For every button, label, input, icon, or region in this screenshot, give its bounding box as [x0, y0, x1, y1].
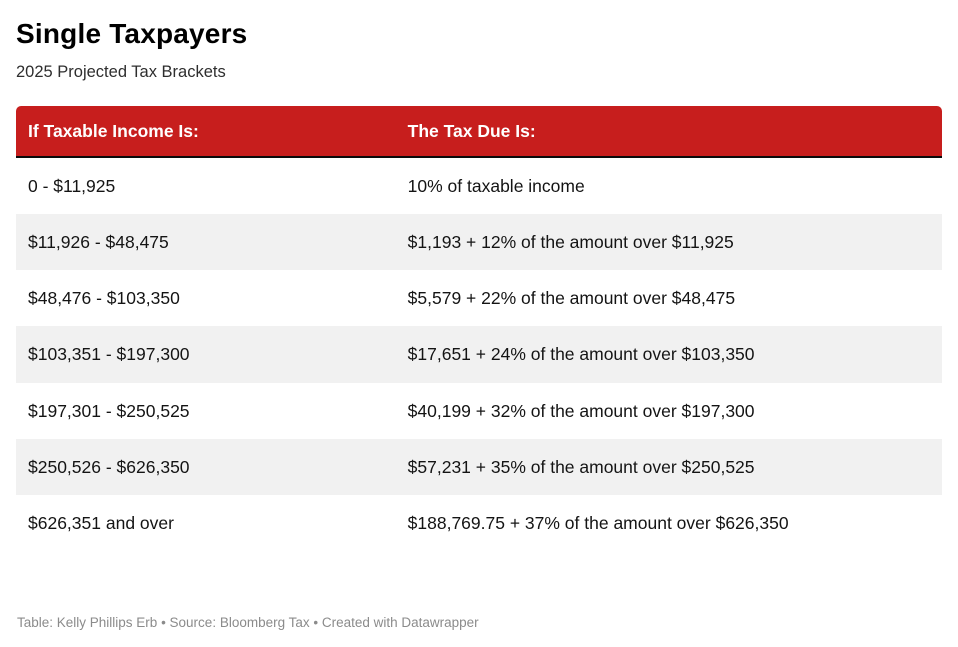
table-row: $103,351 - $197,300 $17,651 + 24% of the … [16, 326, 942, 383]
tax-brackets-table: If Taxable Income Is: The Tax Due Is: 0 … [16, 106, 942, 551]
income-range-cell: $626,351 and over [16, 494, 396, 551]
table-header-row: If Taxable Income Is: The Tax Due Is: [16, 106, 942, 158]
income-range-cell: $197,301 - $250,525 [16, 382, 396, 439]
tax-due-cell: $40,199 + 32% of the amount over $197,30… [395, 382, 942, 439]
table-row: $626,351 and over $188,769.75 + 37% of th… [16, 494, 942, 551]
table-row: $250,526 - $626,350 $57,231 + 35% of the … [16, 438, 942, 495]
column-header-tax-due: The Tax Due Is: [395, 106, 942, 158]
table-row: $11,926 - $48,475 $1,193 + 12% of the amo… [16, 214, 942, 271]
table-row: 0 - $11,925 10% of taxable income [16, 158, 942, 215]
column-header-taxable-income: If Taxable Income Is: [16, 106, 396, 158]
table-row: $197,301 - $250,525 $40,199 + 32% of the … [16, 382, 942, 439]
table-body: 0 - $11,925 10% of taxable income $11,926 … [16, 158, 942, 551]
table-row: $48,476 - $103,350 $5,579 + 22% of the am… [16, 270, 942, 327]
income-range-cell: $11,926 - $48,475 [16, 214, 396, 271]
tax-due-cell: $1,193 + 12% of the amount over $11,925 [395, 214, 942, 271]
tax-due-cell: $188,769.75 + 37% of the amount over $62… [395, 494, 942, 551]
attribution-text: Table: Kelly Phillips Erb • Source: Bloo… [17, 615, 479, 630]
income-range-cell: $103,351 - $197,300 [16, 326, 396, 383]
tax-due-cell: $5,579 + 22% of the amount over $48,475 [395, 270, 942, 327]
page-title: Single Taxpayers [16, 18, 248, 49]
income-range-cell: $250,526 - $626,350 [16, 438, 396, 495]
income-range-cell: $48,476 - $103,350 [16, 270, 396, 327]
income-range-cell: 0 - $11,925 [16, 158, 396, 215]
tax-due-cell: 10% of taxable income [395, 158, 942, 215]
tax-due-cell: $57,231 + 35% of the amount over $250,52… [395, 438, 942, 495]
tax-due-cell: $17,651 + 24% of the amount over $103,35… [395, 326, 942, 383]
page-subtitle: 2025 Projected Tax Brackets [16, 63, 226, 81]
